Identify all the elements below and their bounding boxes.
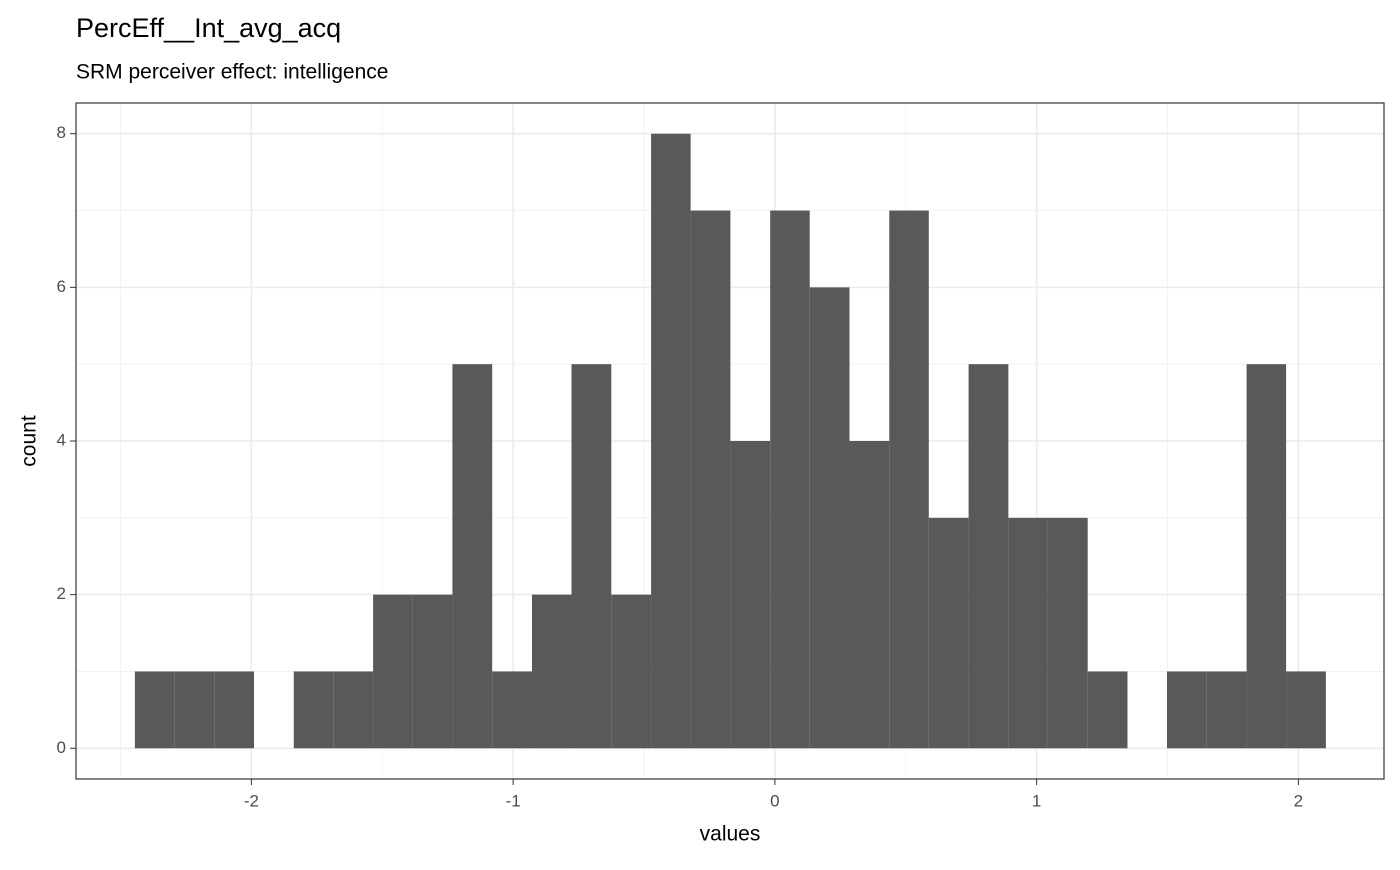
chart-subtitle: SRM perceiver effect: intelligence — [76, 61, 388, 84]
bar — [1206, 671, 1247, 749]
bar — [1167, 671, 1207, 749]
bar — [968, 364, 1009, 749]
bar — [611, 594, 652, 749]
y-tick-label: 6 — [57, 277, 66, 296]
y-tick-label: 0 — [57, 738, 66, 757]
bar — [928, 517, 969, 749]
bar — [1087, 671, 1128, 749]
bar — [412, 594, 453, 749]
bar — [889, 210, 929, 749]
y-tick-label: 8 — [57, 123, 66, 142]
bar — [690, 210, 731, 749]
bar — [333, 671, 374, 749]
chart-title: PercEff__Int_avg_acq — [76, 13, 341, 43]
bar — [809, 287, 850, 749]
bar — [770, 210, 810, 749]
bar — [651, 133, 691, 749]
bar — [452, 364, 493, 749]
y-tick-label: 2 — [57, 584, 66, 603]
y-tick-label: 4 — [57, 430, 66, 449]
bar — [214, 671, 254, 749]
x-axis-label: values — [700, 823, 761, 846]
bar — [174, 671, 215, 749]
y-axis-label: count — [18, 415, 41, 467]
x-tick-label: 2 — [1294, 791, 1303, 810]
bar — [571, 364, 612, 749]
bar — [492, 671, 532, 749]
x-tick-label: -1 — [506, 791, 521, 810]
bar — [531, 594, 572, 749]
x-tick-label: -2 — [244, 791, 259, 810]
bar — [1008, 517, 1048, 749]
x-tick-label: 0 — [770, 791, 779, 810]
bar — [1246, 364, 1287, 749]
bar — [293, 671, 334, 749]
bar — [1286, 671, 1326, 749]
bar — [730, 441, 771, 749]
plot-border — [75, 102, 1385, 780]
bar — [134, 671, 175, 749]
bar — [849, 441, 890, 749]
bar — [1047, 517, 1088, 749]
x-tick-label: 1 — [1032, 791, 1041, 810]
bar — [373, 594, 413, 749]
